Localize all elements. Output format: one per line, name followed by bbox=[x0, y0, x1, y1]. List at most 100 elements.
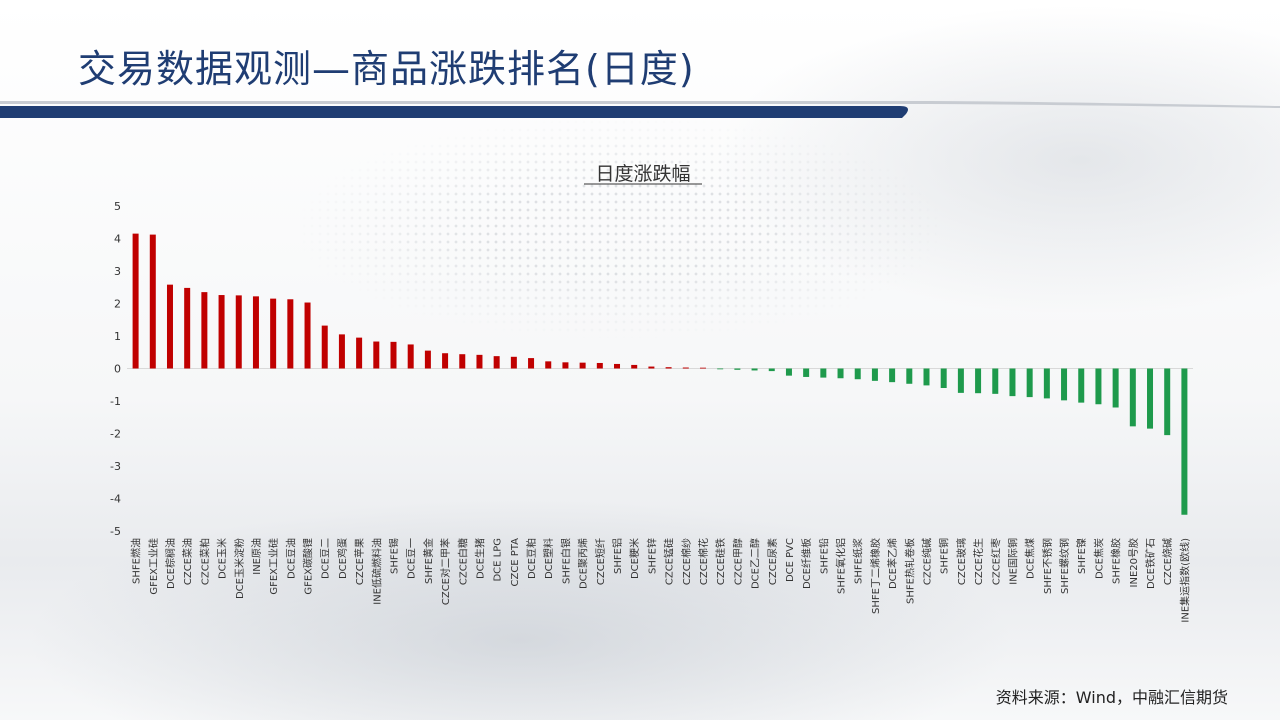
x-category-label: DCE乙二醇 bbox=[749, 538, 762, 589]
bar bbox=[1061, 368, 1068, 401]
y-tick-label: -5 bbox=[110, 525, 121, 538]
bar bbox=[562, 362, 569, 369]
bar bbox=[338, 334, 345, 369]
bar bbox=[270, 298, 277, 369]
bar bbox=[321, 325, 328, 369]
bar bbox=[614, 363, 621, 369]
x-category-label: SHFE螺纹钢 bbox=[1058, 538, 1071, 594]
bar bbox=[1181, 368, 1188, 515]
x-category-label: DCE PVC bbox=[785, 538, 796, 582]
x-category-label: CZCE棉花 bbox=[697, 538, 710, 585]
bar bbox=[184, 287, 191, 369]
x-category-label: SHFE不锈钢 bbox=[1041, 538, 1054, 594]
x-category-label: INE20号胶 bbox=[1127, 538, 1140, 587]
bar bbox=[287, 299, 294, 369]
bar bbox=[854, 368, 861, 380]
x-category-label: SHFE铝 bbox=[612, 538, 624, 574]
x-category-label: CZCE棉纱 bbox=[680, 538, 693, 585]
x-category-label: DCE铁矿石 bbox=[1144, 538, 1157, 589]
bar bbox=[1164, 368, 1171, 436]
data-source-note: 资料来源：Wind，中融汇信期货 bbox=[995, 688, 1228, 707]
x-category-label: DCE豆粕 bbox=[525, 538, 538, 579]
x-category-label: CZCE红枣 bbox=[989, 538, 1002, 585]
x-category-label: DCE生猪 bbox=[473, 538, 486, 579]
page-title: 交易数据观测—商品涨跌排名(日度) bbox=[78, 47, 695, 91]
bar bbox=[407, 344, 414, 369]
x-category-label: DCE玉米淀粉 bbox=[233, 538, 246, 599]
bar bbox=[579, 362, 586, 369]
x-category-label: CZCE玻璃 bbox=[955, 538, 968, 585]
x-category-label: DCE塑料 bbox=[542, 538, 555, 579]
x-category-label: SHFE燃油 bbox=[130, 538, 143, 584]
bar bbox=[717, 368, 724, 370]
bar bbox=[631, 364, 638, 369]
bar bbox=[940, 368, 947, 388]
x-category-label: DCE LPG bbox=[493, 538, 504, 582]
bar bbox=[510, 356, 517, 369]
x-category-label: CZCE硅铁 bbox=[714, 538, 727, 585]
y-tick-label: 1 bbox=[114, 330, 121, 343]
x-category-label: SHFE铅 bbox=[817, 538, 830, 574]
x-category-label: GFEX碳酸锂 bbox=[302, 538, 315, 595]
x-category-label: CZCE甲醇 bbox=[731, 538, 744, 585]
x-axis-category-labels: SHFE燃油 GFEX工业硅 DCE棕榈油 CZCE菜油 CZCE菜粕 DCE玉米 DCE玉… bbox=[130, 538, 1192, 623]
x-category-label: DCE棕榈油 bbox=[164, 538, 177, 589]
y-tick-label: 5 bbox=[114, 200, 121, 213]
x-category-label: GFEX工业硅 bbox=[267, 538, 280, 595]
x-category-label: DCE豆油 bbox=[284, 538, 297, 579]
bar bbox=[699, 367, 706, 369]
chart-title: 日度涨跌幅 bbox=[595, 163, 690, 185]
bar bbox=[218, 295, 225, 369]
x-category-label: INE原油 bbox=[250, 538, 263, 575]
x-category-label: INE低硫燃料油 bbox=[370, 538, 383, 605]
x-category-label: CZCE锰硅 bbox=[663, 538, 676, 585]
bar bbox=[665, 367, 672, 369]
bar bbox=[803, 368, 810, 377]
bar bbox=[648, 366, 655, 369]
x-category-label: DCE聚丙烯 bbox=[577, 538, 590, 589]
bar bbox=[149, 234, 156, 369]
bar bbox=[596, 362, 603, 369]
bar bbox=[424, 350, 431, 369]
x-category-label: DCE鸡蛋 bbox=[336, 538, 349, 579]
y-tick-label: 4 bbox=[114, 233, 121, 246]
x-category-label: CZCE PTA bbox=[510, 538, 521, 587]
x-category-label: INE国际铜 bbox=[1007, 538, 1019, 585]
bar bbox=[1112, 368, 1119, 408]
bar bbox=[545, 361, 552, 369]
bar bbox=[923, 368, 930, 386]
x-category-label: SHFE铜 bbox=[939, 538, 951, 574]
x-category-label: CZCE尿素 bbox=[766, 538, 779, 585]
x-category-label: INE集运指数(欧线) bbox=[1178, 538, 1191, 623]
x-category-label: CZCE纯碱 bbox=[921, 538, 934, 585]
header-band bbox=[0, 101, 1280, 118]
bars bbox=[132, 233, 1188, 515]
bar bbox=[1026, 368, 1033, 398]
y-tick-label: -1 bbox=[110, 395, 121, 408]
bar bbox=[252, 296, 259, 369]
y-tick-label: 3 bbox=[114, 265, 121, 278]
bar bbox=[820, 368, 827, 378]
y-tick-label: -2 bbox=[110, 428, 121, 441]
y-tick-label: -3 bbox=[110, 460, 121, 473]
x-category-label: DCE豆二 bbox=[320, 538, 332, 579]
x-category-label: SHFE白银 bbox=[559, 538, 572, 584]
y-axis-tick-labels: 5 4 3 2 1 0 -1 -2 -3 -4 -5 bbox=[110, 200, 121, 538]
x-category-label: CZCE菜油 bbox=[181, 538, 194, 585]
world-map-dots-decoration bbox=[300, 118, 940, 338]
bar bbox=[992, 368, 999, 394]
bar bbox=[493, 356, 500, 369]
x-category-label: CZCE短纤 bbox=[594, 538, 607, 585]
bar bbox=[459, 354, 466, 369]
x-category-label: DCE粳米 bbox=[628, 538, 641, 579]
bar bbox=[166, 284, 173, 369]
x-category-label: SHFE镍 bbox=[1075, 538, 1088, 574]
x-category-label: CZCE花生 bbox=[972, 538, 985, 585]
x-category-label: SHFE锌 bbox=[645, 538, 658, 574]
bar bbox=[390, 341, 397, 369]
x-category-label: DCE玉米 bbox=[216, 538, 229, 579]
x-category-label: SHFE黄金 bbox=[422, 538, 435, 584]
bar bbox=[906, 368, 913, 384]
bar bbox=[957, 368, 964, 393]
